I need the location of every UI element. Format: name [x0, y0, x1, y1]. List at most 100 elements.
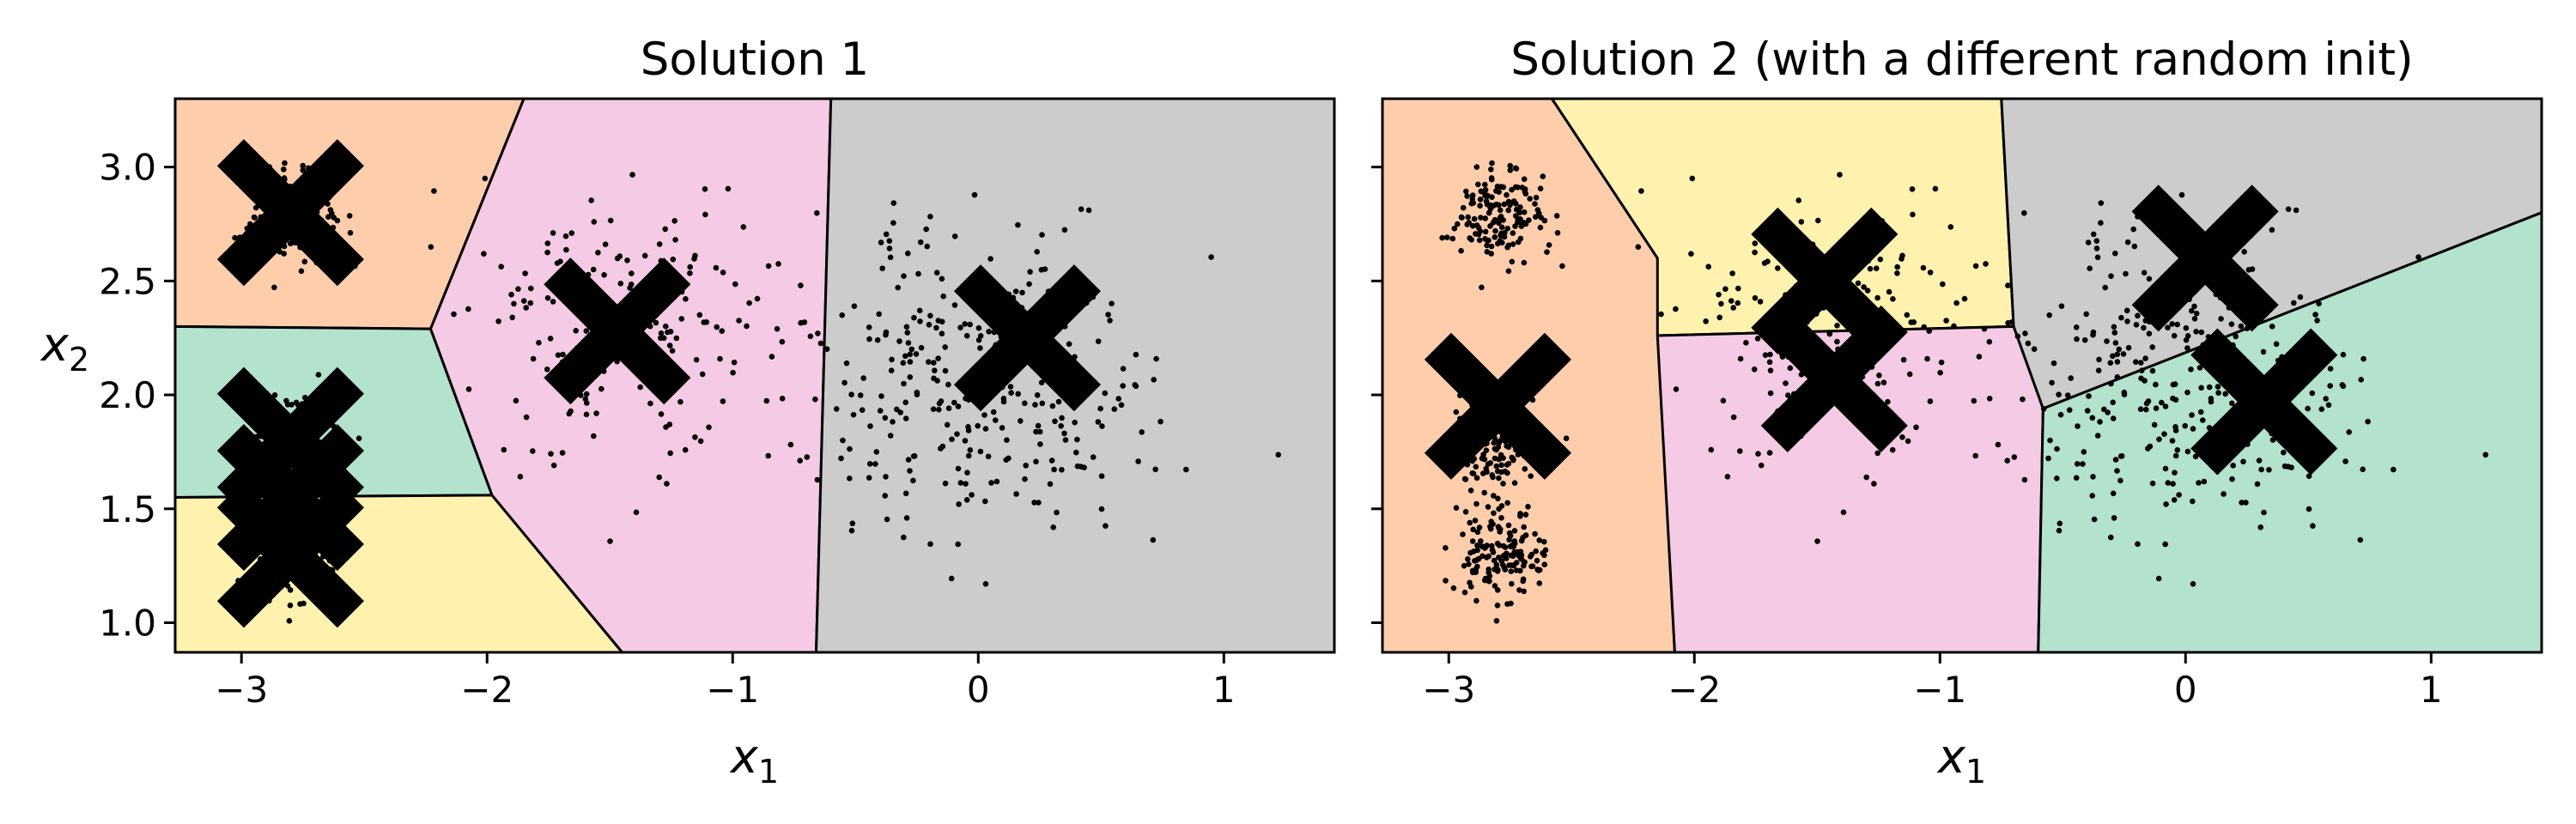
data-point	[1183, 466, 1189, 473]
data-point	[1498, 515, 1504, 521]
data-point	[2149, 480, 2156, 487]
data-point	[1536, 580, 1543, 586]
data-point	[1462, 509, 1469, 515]
data-point	[993, 417, 999, 423]
data-point	[1497, 529, 1503, 535]
data-point	[948, 575, 955, 582]
data-point	[1553, 213, 1560, 219]
data-point	[2285, 206, 2292, 212]
data-point	[2047, 437, 2053, 444]
data-point	[1716, 291, 1722, 298]
data-point	[1546, 242, 1552, 248]
data-point	[1051, 466, 1057, 473]
data-point	[1528, 473, 1534, 479]
data-point	[2090, 474, 2096, 480]
data-point	[2309, 390, 2316, 397]
data-point	[692, 434, 698, 440]
data-point	[2086, 393, 2092, 399]
data-point	[1511, 480, 1518, 486]
data-point	[2314, 318, 2320, 324]
data-point	[2090, 231, 2097, 238]
data-point	[905, 340, 912, 346]
data-point	[931, 375, 937, 382]
data-point	[1904, 312, 1911, 318]
data-point	[1484, 192, 1490, 198]
data-point	[1478, 215, 1484, 221]
data-point	[2316, 300, 2322, 307]
data-point	[560, 351, 566, 358]
data-point	[1488, 518, 1494, 524]
data-point	[2080, 461, 2086, 467]
data-point	[1983, 261, 1989, 267]
x-axis-label: x1	[729, 730, 779, 791]
data-point	[2269, 227, 2275, 233]
data-point	[907, 468, 913, 474]
data-point	[1521, 588, 1527, 595]
data-point	[1501, 233, 1508, 240]
data-point	[1208, 254, 1214, 260]
data-point	[1486, 578, 1492, 585]
data-point	[1485, 237, 1492, 244]
data-point	[1466, 561, 1472, 567]
data-point	[1703, 318, 1709, 324]
data-point	[2130, 226, 2136, 233]
data-point	[849, 520, 856, 527]
data-point	[884, 516, 890, 523]
data-point	[1716, 314, 1722, 321]
data-point	[904, 330, 911, 336]
data-point	[882, 493, 888, 499]
data-point	[977, 345, 983, 351]
data-point	[2112, 340, 2119, 346]
data-point	[903, 515, 910, 521]
data-point	[765, 452, 771, 459]
data-point	[1534, 207, 1541, 213]
data-point	[515, 286, 521, 293]
data-point	[1478, 188, 1485, 195]
data-point	[1482, 181, 1488, 188]
solution-2-panel: −3 −2 −1 0 1 Solution 2 (with a different ra…	[1371, 33, 2543, 791]
data-point	[1485, 504, 1492, 510]
data-point	[931, 360, 937, 366]
data-point	[2005, 282, 2011, 288]
data-point	[1480, 451, 1486, 457]
y-tick-label: 1.0	[99, 602, 156, 644]
data-point	[2165, 480, 2172, 486]
data-point	[1048, 457, 1055, 464]
data-point	[2149, 367, 2156, 374]
data-point	[1465, 556, 1471, 562]
data-point	[985, 453, 992, 460]
data-point	[1542, 547, 1549, 554]
data-point	[1474, 529, 1481, 536]
data-point	[1074, 436, 1080, 443]
data-point	[2184, 345, 2190, 351]
data-point	[673, 335, 680, 342]
data-point	[1927, 270, 1934, 276]
data-point	[2312, 312, 2318, 318]
data-point	[1491, 510, 1497, 517]
data-point	[583, 328, 590, 334]
data-point	[754, 295, 761, 302]
data-point	[956, 501, 962, 507]
data-point	[2170, 481, 2176, 487]
data-point	[1971, 397, 1978, 404]
data-point	[873, 449, 880, 455]
data-point	[1467, 488, 1474, 494]
data-point	[1476, 524, 1483, 530]
data-point	[1489, 160, 1495, 167]
data-point	[2222, 391, 2228, 397]
data-point	[1078, 206, 1084, 212]
centroid-marker	[1760, 305, 1908, 453]
data-point	[2297, 294, 2304, 300]
data-point	[866, 475, 872, 481]
data-point	[1512, 223, 1518, 229]
data-point	[667, 329, 674, 335]
data-point	[1517, 548, 1524, 554]
data-point	[2074, 461, 2081, 467]
data-point	[1491, 493, 1497, 499]
data-point	[1493, 188, 1499, 194]
data-point	[1492, 583, 1498, 589]
data-point	[653, 319, 659, 326]
data-point	[1909, 186, 1916, 192]
chart-title: Solution 1	[641, 33, 869, 86]
data-point	[957, 480, 964, 486]
